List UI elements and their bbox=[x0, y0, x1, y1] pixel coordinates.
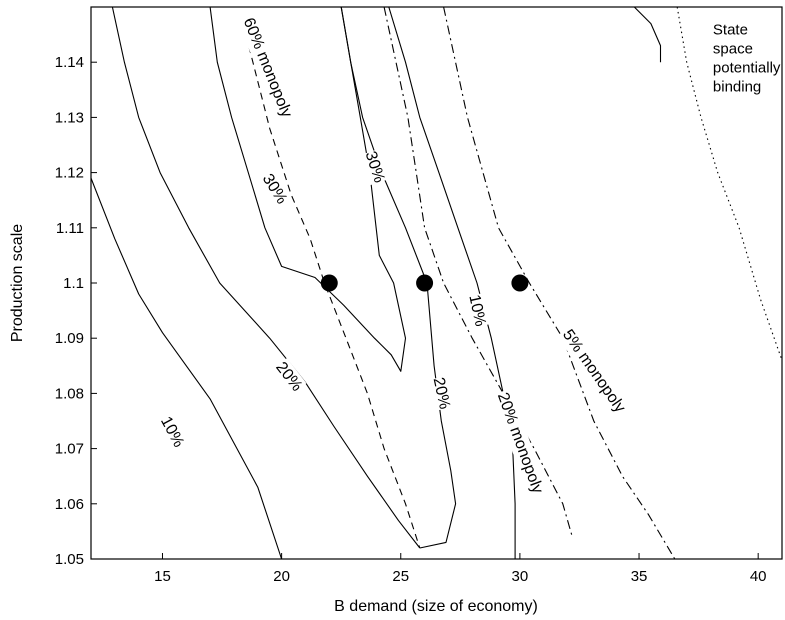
contour-line-8 bbox=[443, 7, 676, 559]
contour-label-bg-4 bbox=[237, 13, 298, 123]
y-tick-label-3: 1.08 bbox=[55, 385, 84, 402]
series-layer bbox=[91, 7, 782, 559]
annotation-line-2: potentially bbox=[713, 60, 781, 77]
y-axis-title: Production scale bbox=[9, 224, 26, 342]
annotation-line-1: space bbox=[713, 41, 753, 58]
y-tick-label-9: 1.14 bbox=[55, 54, 84, 71]
contour-line-3 bbox=[209, 7, 407, 372]
data-point-marker-1 bbox=[416, 274, 434, 292]
annotation-state-space: State space potentially binding bbox=[713, 22, 781, 96]
contour-line-1 bbox=[111, 7, 421, 549]
contour-line-7 bbox=[383, 7, 573, 538]
contour-line-6 bbox=[245, 34, 421, 549]
y-tick-label-2: 1.07 bbox=[55, 441, 84, 458]
y-tick-label-1: 1.06 bbox=[55, 496, 84, 513]
contour-label-bg-0 bbox=[155, 413, 189, 451]
contour-label-5: 20% bbox=[430, 376, 453, 411]
tick-layer: 15 20 25 30 35 40 1.05 1.06 1.07 1.08 1.09 1.1 1.11 1… bbox=[55, 54, 767, 585]
contour-label-bg-1 bbox=[271, 358, 307, 396]
contour-line-4 bbox=[388, 7, 516, 559]
annotation-line-3: binding bbox=[713, 79, 761, 96]
x-tick-label-3: 30 bbox=[512, 568, 529, 585]
x-tick-label-2: 25 bbox=[392, 568, 409, 585]
plot-frame bbox=[90, 6, 783, 560]
data-point-marker-0 bbox=[320, 274, 338, 292]
x-tick-label-0: 15 bbox=[154, 568, 171, 585]
contour-line-0 bbox=[91, 177, 283, 559]
data-point-marker-2 bbox=[511, 274, 529, 292]
contour-label-bg-3 bbox=[360, 148, 389, 186]
contour-line-5 bbox=[633, 7, 662, 63]
contour-label-6: 10% bbox=[465, 293, 488, 328]
contour-label-4: 60% monopoly bbox=[240, 15, 295, 120]
x-tick-label-4: 35 bbox=[631, 568, 648, 585]
annotation-line-0: State bbox=[713, 22, 748, 39]
contour-label-bg-7 bbox=[491, 388, 548, 498]
x-tick-label-5: 40 bbox=[750, 568, 767, 585]
y-tick-label-7: 1.12 bbox=[55, 165, 84, 182]
y-tick-label-5: 1.1 bbox=[63, 275, 84, 292]
y-tick-label-0: 1.05 bbox=[55, 551, 84, 568]
x-tick-label-1: 20 bbox=[273, 568, 290, 585]
y-tick-label-4: 1.09 bbox=[55, 330, 84, 347]
contour-label-8: 5% monopoly bbox=[559, 327, 629, 416]
y-tick-label-6: 1.11 bbox=[56, 220, 84, 237]
y-tick-label-8: 1.13 bbox=[55, 109, 84, 126]
contour-label-7: 20% monopoly bbox=[494, 390, 546, 495]
contour-label-bg-2 bbox=[257, 170, 292, 208]
contour-label-bg-6 bbox=[463, 292, 491, 329]
contour-line-2 bbox=[340, 7, 457, 549]
contour-line-9 bbox=[676, 7, 782, 361]
marker-layer bbox=[320, 274, 529, 292]
contour-label-bg-5 bbox=[428, 375, 455, 412]
contour-label-bg-8 bbox=[556, 324, 631, 419]
x-axis-title: B demand (size of economy) bbox=[334, 598, 538, 615]
